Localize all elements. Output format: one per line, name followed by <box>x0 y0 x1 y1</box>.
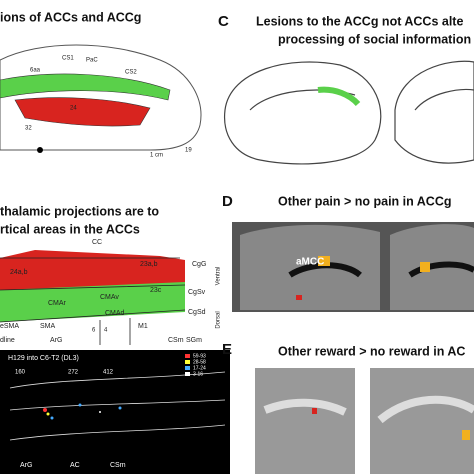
label: 6 <box>92 328 96 334</box>
label: 6aa <box>30 68 41 74</box>
label: 19 <box>185 148 192 154</box>
panel-letter: E <box>222 341 232 358</box>
label: Dorsal <box>216 311 222 328</box>
section-label: 412 <box>103 370 114 376</box>
label: SMA <box>40 323 56 330</box>
legend-swatch <box>185 366 190 370</box>
inset-title: H129 into C6-T2 (DL3) <box>8 355 79 362</box>
region-label: aMCC <box>296 257 324 268</box>
label: CSm <box>168 337 184 344</box>
brain-outlines <box>223 60 474 165</box>
label: CgSd <box>188 309 206 316</box>
label: CgSv <box>188 289 206 296</box>
label: CgG <box>192 261 206 268</box>
label: Ventral <box>216 267 222 286</box>
legend-label: 17-24 <box>193 365 206 371</box>
label: CMAr <box>48 300 67 307</box>
labeled-cells <box>43 403 122 420</box>
legend-label: 28-58 <box>193 359 206 365</box>
axis-label: ArG <box>20 462 32 469</box>
label: CS2 <box>125 70 137 76</box>
axis-label: CSm <box>110 462 126 469</box>
label: CC <box>92 239 102 246</box>
brain-diagram <box>0 44 202 153</box>
panel-title: rtical areas in the ACCs <box>0 222 140 236</box>
section-label: 272 <box>68 370 79 376</box>
label: 1 cm <box>150 153 163 159</box>
label: 24a,b <box>10 269 28 276</box>
panel-title: Other reward > no reward in AC <box>278 344 465 358</box>
panel-letter: C <box>218 13 229 30</box>
section-label: 160 <box>15 370 26 376</box>
panel-title: ions of ACCs and ACCg <box>0 10 141 24</box>
label: 24 <box>70 106 77 112</box>
label: SGm <box>186 337 202 344</box>
label: CMAd <box>105 310 125 317</box>
inset-contours <box>9 371 226 441</box>
panel-title: Lesions to the ACCg not ACCs alte <box>256 14 463 28</box>
label: 23a,b <box>140 261 158 268</box>
label: 4 <box>104 328 108 334</box>
legend-label: 3-16 <box>193 371 203 377</box>
panel-title: processing of social information <box>278 32 471 46</box>
legend-swatch <box>185 354 190 358</box>
panel-title: Other pain > no pain in ACCg <box>278 194 452 208</box>
label: PaC <box>86 58 98 64</box>
label: eSMA <box>0 323 19 330</box>
cingulate-map <box>0 250 186 345</box>
label: dline <box>0 337 15 344</box>
label: CMAv <box>100 294 119 301</box>
legend-swatch <box>185 360 190 364</box>
panel-title: thalamic projections are to <box>0 204 159 218</box>
label: ArG <box>50 337 62 344</box>
legend-label: 59-93 <box>193 353 206 359</box>
label: 23c <box>150 287 162 294</box>
inset-image <box>0 350 230 474</box>
axis-label: AC <box>70 462 80 469</box>
label: M1 <box>138 323 148 330</box>
brain-scan <box>255 368 474 474</box>
panel-letter: D <box>222 193 233 210</box>
label: 32 <box>25 126 32 132</box>
label: CS1 <box>62 56 74 62</box>
legend-swatch <box>185 372 190 376</box>
lesion-highlight <box>317 86 361 107</box>
brain-scan <box>232 222 474 312</box>
